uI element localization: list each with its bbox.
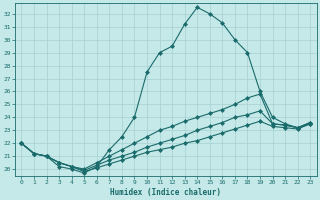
X-axis label: Humidex (Indice chaleur): Humidex (Indice chaleur) <box>110 188 221 197</box>
